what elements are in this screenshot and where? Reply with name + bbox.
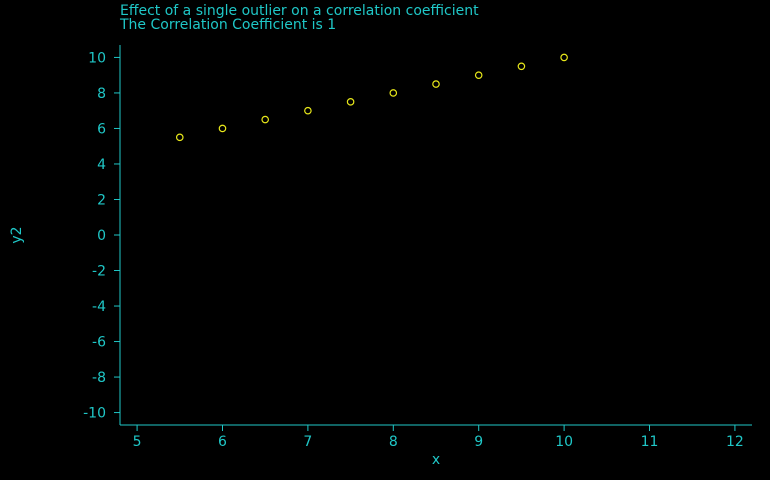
data-points — [175, 53, 568, 142]
y-tick-label: 0 — [97, 228, 106, 244]
axes — [119, 45, 752, 426]
data-point — [218, 124, 227, 133]
x-axis-label: x — [432, 452, 440, 468]
chart-subtitle: The Correlation Coefficient is 1 — [120, 17, 337, 33]
data-point — [304, 106, 312, 115]
data-point — [389, 89, 398, 97]
y-tick-label: -4 — [92, 299, 106, 315]
y-tick-label: -2 — [92, 264, 106, 280]
data-point — [175, 133, 184, 142]
y-axis-ticks: 10 8 6 4 2 0 -2 -4 -6 -8 -10 — [83, 50, 120, 422]
y-tick-label: 8 — [97, 86, 106, 102]
x-axis-ticks: 5 6 7 8 9 10 11 12 — [133, 425, 744, 450]
x-tick-label: 5 — [133, 434, 142, 450]
x-tick-label: 9 — [474, 434, 483, 450]
data-point — [346, 98, 355, 106]
x-tick-label: 12 — [726, 434, 744, 450]
y-tick-label: -6 — [92, 335, 106, 351]
x-tick-label: 11 — [641, 434, 659, 450]
y-tick-label: 2 — [97, 192, 106, 208]
y-tick-label: 4 — [97, 157, 106, 173]
x-tick-label: 10 — [555, 434, 573, 450]
data-point — [474, 71, 483, 79]
chart-title: Effect of a single outlier on a correlat… — [120, 3, 479, 19]
y-tick-label: -8 — [92, 370, 106, 386]
data-point — [432, 80, 440, 88]
x-tick-label: 8 — [389, 434, 398, 450]
y-tick-label: 6 — [97, 121, 106, 137]
x-tick-label: 6 — [218, 434, 227, 450]
data-point — [560, 53, 568, 62]
data-point — [517, 62, 526, 71]
data-point — [261, 115, 269, 124]
y-tick-label: 10 — [88, 50, 106, 66]
y-axis-label: y2 — [9, 226, 25, 243]
x-tick-label: 7 — [303, 434, 312, 450]
y-tick-label: -10 — [83, 406, 106, 422]
